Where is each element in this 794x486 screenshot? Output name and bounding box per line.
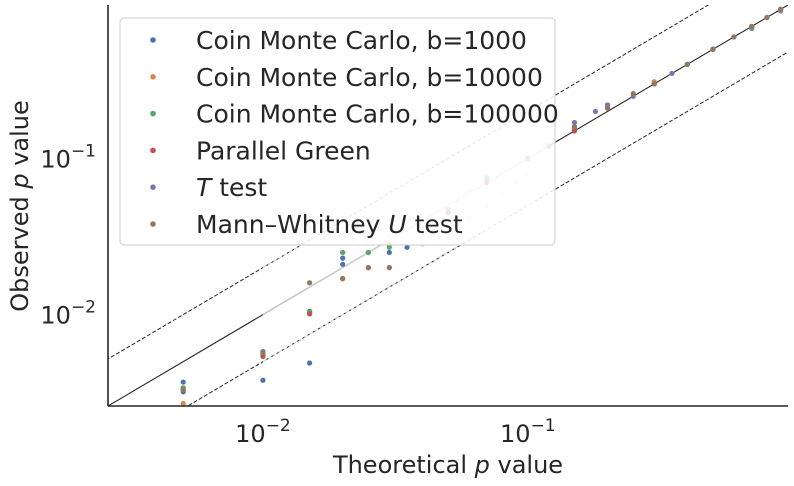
data-point xyxy=(340,255,346,261)
legend-entry: Mann–Whitney U test xyxy=(196,210,463,239)
data-point xyxy=(340,261,346,267)
legend-entry: T test xyxy=(196,173,267,202)
y-axis-label: Observed p value xyxy=(6,100,34,312)
data-point xyxy=(651,81,657,87)
data-point xyxy=(731,34,737,40)
data-point xyxy=(365,249,371,256)
legend-entry: Coin Monte Carlo, b=1000 xyxy=(196,26,527,55)
legend-entry: Parallel Green xyxy=(196,136,371,165)
data-point xyxy=(260,353,266,360)
data-point xyxy=(180,400,186,406)
legend-marker xyxy=(150,110,156,117)
data-point xyxy=(604,105,611,111)
tick-labels: 10−2 10−1 10−2 10−1 xyxy=(40,141,555,448)
legend-marker xyxy=(150,221,156,227)
data-point xyxy=(630,91,636,97)
legend: Coin Monte Carlo, b=1000 Coin Monte Carlo… xyxy=(119,17,559,246)
data-point xyxy=(180,387,186,393)
data-point xyxy=(306,360,313,366)
legend-marker xyxy=(150,37,156,43)
data-point xyxy=(365,265,371,271)
data-point xyxy=(571,128,578,134)
legend-marker xyxy=(150,184,156,190)
data-point xyxy=(306,280,313,286)
data-point xyxy=(777,6,784,12)
legend-marker xyxy=(150,147,156,154)
data-point xyxy=(684,61,690,67)
data-point xyxy=(592,108,599,115)
data-point xyxy=(571,123,578,130)
data-point xyxy=(386,244,392,250)
lower-band-line xyxy=(186,51,788,406)
data-point xyxy=(764,14,770,20)
legend-entry: Coin Monte Carlo, b=10000 xyxy=(196,63,543,92)
legend-entry: Coin Monte Carlo, b=100000 xyxy=(196,100,559,129)
x-axis-label: Theoretical p value xyxy=(332,451,563,479)
data-point xyxy=(669,70,675,77)
data-point xyxy=(340,249,346,256)
data-point xyxy=(386,249,392,256)
data-point xyxy=(710,46,716,52)
legend-frame xyxy=(119,17,556,246)
axes xyxy=(107,5,788,407)
data-point xyxy=(386,265,392,271)
data-point xyxy=(260,350,266,356)
legend-marker xyxy=(150,74,156,80)
data-point xyxy=(306,311,313,317)
data-point xyxy=(404,244,410,250)
data-point xyxy=(749,23,755,30)
data-point xyxy=(571,119,578,126)
data-point xyxy=(340,276,346,282)
y-tick-label: 10−2 xyxy=(40,298,96,330)
data-point xyxy=(180,379,186,385)
x-tick-label: 10−2 xyxy=(235,416,291,448)
x-tick-label: 10−1 xyxy=(500,416,556,448)
y-tick-label: 10−1 xyxy=(40,141,96,173)
data-point xyxy=(260,377,266,383)
